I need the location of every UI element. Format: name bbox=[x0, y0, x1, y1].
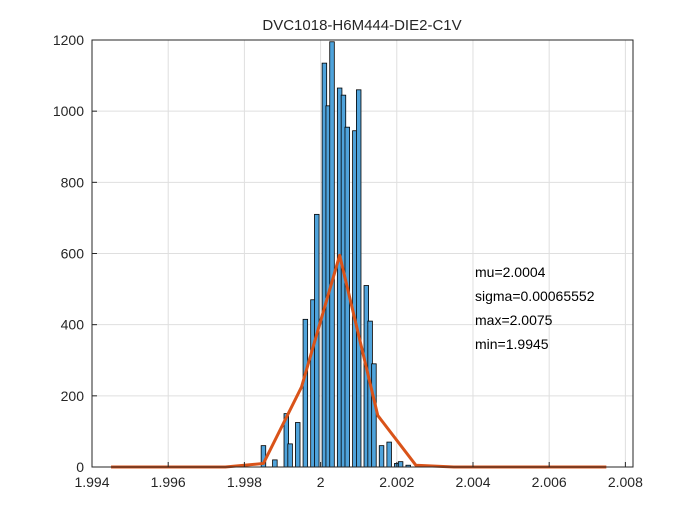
y-tick-label: 0 bbox=[76, 459, 84, 475]
y-tick-label: 200 bbox=[61, 388, 85, 404]
axis-ticks: 1.994 1.996 1.998 2 2.002 2.004 2.006 2.008 0 200… bbox=[53, 32, 643, 490]
x-tick-label: 2.008 bbox=[608, 474, 643, 490]
x-tick-label: 1.998 bbox=[227, 474, 262, 490]
y-tick-label: 800 bbox=[61, 174, 85, 190]
histogram-bar bbox=[378, 445, 385, 468]
chart-title: DVC1018-H6M444-DIE2-C1V bbox=[262, 17, 461, 34]
y-tick-label: 1000 bbox=[53, 103, 84, 119]
y-tick-label: 1200 bbox=[53, 32, 84, 48]
y-tick-label: 600 bbox=[61, 246, 85, 262]
x-tick-label: 2 bbox=[317, 474, 325, 490]
histogram-bar bbox=[329, 41, 335, 468]
x-tick-label: 2.004 bbox=[455, 474, 490, 490]
x-tick-label: 1.996 bbox=[151, 474, 186, 490]
fit-line bbox=[111, 253, 607, 469]
stats-annotation: mu=2.0004 sigma=0.00065552 max=2.0075 mi… bbox=[475, 264, 595, 352]
histogram-bar bbox=[302, 318, 309, 468]
histogram-bar bbox=[295, 422, 301, 468]
histogram-bar bbox=[386, 441, 392, 468]
x-tick-label: 1.994 bbox=[74, 474, 109, 490]
annotation-sigma: sigma=0.00065552 bbox=[475, 288, 595, 304]
annotation-max: max=2.0075 bbox=[475, 312, 553, 328]
histogram-bar bbox=[397, 461, 404, 468]
histogram-bar bbox=[356, 89, 362, 468]
histogram-bar bbox=[287, 443, 293, 468]
x-tick-label: 2.006 bbox=[532, 474, 567, 490]
histogram-bar bbox=[371, 363, 377, 468]
annotation-min: min=1.9945 bbox=[475, 336, 549, 352]
histogram-bar bbox=[272, 459, 278, 468]
x-tick-label: 2.002 bbox=[379, 474, 414, 490]
y-tick-label: 400 bbox=[61, 317, 85, 333]
annotation-mu: mu=2.0004 bbox=[475, 264, 546, 280]
